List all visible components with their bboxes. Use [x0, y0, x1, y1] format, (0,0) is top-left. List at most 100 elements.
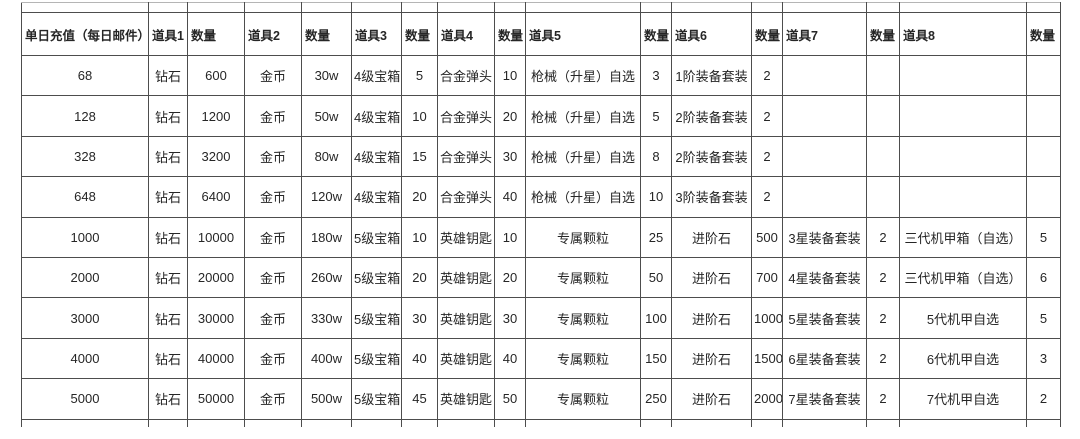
reward-cell	[866, 176, 900, 218]
reward-cell: 进阶石	[671, 297, 752, 339]
reward-cell: 30000	[187, 297, 245, 339]
reward-cell: 50	[494, 378, 526, 420]
reward-cell: 2阶装备套装	[671, 135, 752, 178]
empty-cell	[244, 2, 302, 13]
column-header: 道具8	[899, 12, 1027, 56]
recharge-amount-cell: 648	[21, 176, 149, 218]
reward-cell: 5	[401, 54, 438, 97]
empty-cell	[671, 418, 752, 427]
reward-cell: 钻石	[148, 216, 188, 258]
reward-cell	[866, 95, 900, 137]
empty-cell	[244, 418, 302, 427]
empty-cell	[525, 2, 641, 13]
reward-cell	[866, 135, 900, 178]
empty-cell	[751, 2, 783, 13]
reward-cell: 45	[401, 378, 438, 420]
table-row: 4000 钻石 40000 金币 400w 5级宝箱 40 英雄钥匙 40 专属颗粒 150 进阶石 1…	[21, 337, 1061, 380]
reward-cell: 5级宝箱	[351, 256, 402, 299]
reward-cell: 钻石	[148, 297, 188, 339]
empty-cell	[401, 2, 438, 13]
empty-cell	[866, 418, 900, 427]
reward-cell: 1200	[187, 95, 245, 137]
empty-cell	[437, 2, 495, 13]
reward-cell: 5	[1026, 297, 1061, 339]
table-row: 2000 钻石 20000 金币 260w 5级宝箱 20 英雄钥匙 20 专属颗粒 50 进阶石 70…	[21, 256, 1061, 299]
reward-cell: 枪械（升星）自选	[525, 135, 641, 178]
reward-cell	[1026, 135, 1061, 178]
reward-cell: 钻石	[148, 54, 188, 97]
empty-cell	[148, 2, 188, 13]
empty-cell	[782, 2, 867, 13]
reward-cell: 7星装备套装	[782, 378, 867, 420]
reward-cell: 2	[1026, 378, 1061, 420]
reward-cell: 金币	[244, 54, 302, 97]
empty-cell	[782, 418, 867, 427]
recharge-amount-cell: 68	[21, 54, 149, 97]
reward-cell	[1026, 176, 1061, 218]
empty-cell	[21, 418, 149, 427]
reward-cell: 6400	[187, 176, 245, 218]
reward-cell: 50w	[301, 95, 352, 137]
reward-cell: 6	[1026, 256, 1061, 299]
reward-cell: 进阶石	[671, 378, 752, 420]
reward-cell: 80w	[301, 135, 352, 178]
empty-cell	[351, 2, 402, 13]
reward-cell: 金币	[244, 135, 302, 178]
reward-cell: 5	[1026, 216, 1061, 258]
reward-cell: 钻石	[148, 95, 188, 137]
reward-cell: 2	[751, 95, 783, 137]
recharge-amount-cell: 4000	[21, 337, 149, 380]
column-header: 道具7	[782, 12, 867, 56]
reward-cell: 2000	[751, 378, 783, 420]
reward-cell: 40	[494, 176, 526, 218]
reward-cell: 30	[494, 297, 526, 339]
empty-cell	[401, 418, 438, 427]
reward-cell: 专属颗粒	[525, 337, 641, 380]
reward-cell: 专属颗粒	[525, 297, 641, 339]
reward-cell: 2	[751, 54, 783, 97]
reward-cell: 10	[401, 216, 438, 258]
empty-cell	[494, 2, 526, 13]
column-header-recharge: 单日充值（每日邮件）	[21, 12, 149, 56]
reward-cell: 1000	[751, 297, 783, 339]
reward-cell: 2	[866, 337, 900, 380]
reward-cell: 20	[401, 256, 438, 299]
reward-cell: 合金弹头	[437, 176, 495, 218]
reward-cell: 30w	[301, 54, 352, 97]
reward-cell: 330w	[301, 297, 352, 339]
reward-cell: 30	[401, 297, 438, 339]
reward-cell	[899, 54, 1027, 97]
reward-cell: 3星装备套装	[782, 216, 867, 258]
reward-cell: 40	[494, 337, 526, 380]
reward-cell: 4星装备套装	[782, 256, 867, 299]
reward-cell	[782, 176, 867, 218]
reward-cell: 金币	[244, 256, 302, 299]
empty-cell	[351, 418, 402, 427]
reward-cell: 枪械（升星）自选	[525, 176, 641, 218]
recharge-amount-cell: 128	[21, 95, 149, 137]
column-header: 道具2	[244, 12, 302, 56]
column-header: 道具1	[148, 12, 188, 56]
column-header: 数量	[640, 12, 672, 56]
reward-cell: 50000	[187, 378, 245, 420]
column-header: 道具4	[437, 12, 495, 56]
reward-cell: 金币	[244, 297, 302, 339]
empty-cell	[21, 2, 149, 13]
reward-cell: 150	[640, 337, 672, 380]
reward-cell: 金币	[244, 378, 302, 420]
reward-cell: 合金弹头	[437, 95, 495, 137]
reward-cell: 专属颗粒	[525, 216, 641, 258]
reward-cell: 金币	[244, 176, 302, 218]
reward-cell: 1阶装备套装	[671, 54, 752, 97]
reward-cell: 5级宝箱	[351, 297, 402, 339]
reward-cell: 进阶石	[671, 216, 752, 258]
reward-cell	[782, 54, 867, 97]
reward-cell: 2	[866, 297, 900, 339]
empty-cell	[640, 418, 672, 427]
reward-cell: 500	[751, 216, 783, 258]
reward-cell	[866, 54, 900, 97]
reward-cell: 专属颗粒	[525, 378, 641, 420]
clipped-row-below	[21, 418, 1061, 427]
reward-cell: 10	[401, 95, 438, 137]
reward-cell: 英雄钥匙	[437, 297, 495, 339]
